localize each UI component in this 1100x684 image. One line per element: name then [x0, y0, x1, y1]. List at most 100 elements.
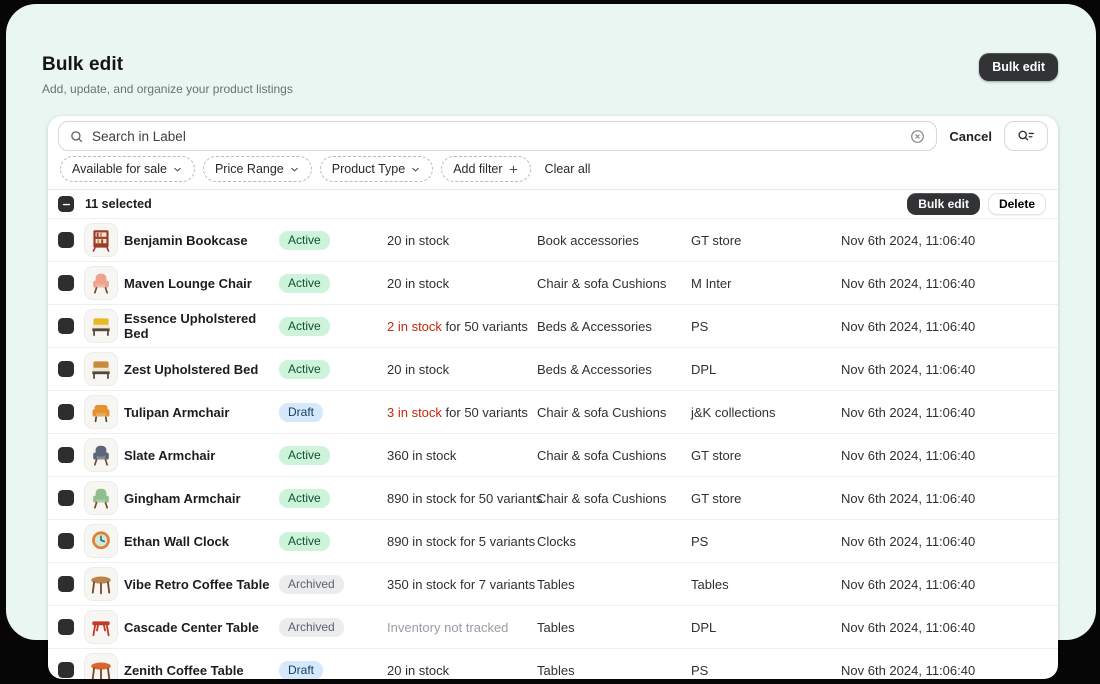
table-row: Cascade Center Table Archived Inventory …	[48, 605, 1058, 648]
stock-cell: 890 in stock for 50 variants	[387, 490, 543, 506]
search-input[interactable]	[92, 128, 902, 144]
select-all-checkbox[interactable]	[58, 196, 74, 212]
delete-selected-button[interactable]: Delete	[987, 193, 1046, 215]
bulk-edit-button[interactable]: Bulk edit	[979, 53, 1058, 81]
search-filter-icon	[1016, 128, 1036, 144]
stock-cell: 20 in stock	[387, 361, 450, 377]
search-filter-button[interactable]	[1004, 121, 1048, 151]
category-cell: Tables	[537, 576, 575, 592]
product-thumbnail	[84, 481, 118, 515]
add-filter-chip[interactable]: Add filter	[441, 156, 531, 182]
category-cell: Beds & Accessories	[537, 318, 652, 334]
vendor-cell: j&K collections	[691, 404, 776, 420]
table-row: Ethan Wall Clock Active 890 in stock for…	[48, 519, 1058, 562]
table-row: Maven Lounge Chair Active 20 in stock Ch…	[48, 261, 1058, 304]
cancel-button[interactable]: Cancel	[949, 128, 992, 144]
selection-header: 11 selected Bulk edit Delete	[48, 189, 1058, 218]
product-table: Benjamin Bookcase Active 20 in stock Boo…	[48, 218, 1058, 679]
table-row: Zest Upholstered Bed Active 20 in stock …	[48, 347, 1058, 390]
status-badge: Active	[279, 230, 330, 250]
product-thumbnail	[84, 266, 118, 300]
status-badge: Active	[279, 359, 330, 379]
search-box[interactable]	[58, 121, 938, 151]
products-card: Cancel Available for sale Price Range Pr…	[48, 116, 1058, 679]
product-name: Benjamin Bookcase	[124, 232, 248, 248]
chevron-down-icon	[410, 164, 421, 175]
filter-chip-available-for-sale[interactable]: Available for sale	[60, 156, 195, 182]
status-badge: Draft	[279, 402, 324, 422]
status-badge: Archived	[279, 617, 344, 637]
page-title: Bulk edit	[42, 54, 124, 75]
vendor-cell: GT store	[691, 232, 742, 248]
product-thumbnail	[84, 309, 118, 343]
updated-cell: Nov 6th 2024, 11:06:40	[841, 404, 976, 420]
status-badge: Active	[279, 445, 330, 465]
category-cell: Tables	[537, 619, 575, 635]
filter-bar: Available for sale Price Range Product T…	[48, 154, 1058, 189]
row-checkbox[interactable]	[58, 490, 74, 506]
table-row: Benjamin Bookcase Active 20 in stock Boo…	[48, 218, 1058, 261]
product-name: Zenith Coffee Table	[124, 662, 244, 678]
row-checkbox[interactable]	[58, 318, 74, 334]
stock-cell: Inventory not tracked	[387, 619, 509, 635]
row-checkbox[interactable]	[58, 361, 74, 377]
category-cell: Beds & Accessories	[537, 361, 652, 377]
row-checkbox[interactable]	[58, 533, 74, 549]
filter-chip-price-range[interactable]: Price Range	[202, 156, 312, 182]
product-name: Maven Lounge Chair	[124, 275, 252, 291]
page-subtitle: Add, update, and organize your product l…	[42, 82, 293, 96]
filter-chip-product-type[interactable]: Product Type	[319, 156, 434, 182]
vendor-cell: PS	[691, 318, 709, 334]
product-name: Slate Armchair	[124, 447, 216, 463]
updated-cell: Nov 6th 2024, 11:06:40	[841, 232, 976, 248]
row-checkbox[interactable]	[58, 232, 74, 248]
product-name: Vibe Retro Coffee Table	[124, 576, 270, 592]
updated-cell: Nov 6th 2024, 11:06:40	[841, 662, 976, 678]
filter-chip-label: Available for sale	[72, 162, 167, 176]
bulk-edit-selected-button[interactable]: Bulk edit	[907, 193, 980, 215]
row-checkbox[interactable]	[58, 275, 74, 291]
table-row: Essence Upholstered Bed Active 2 in stoc…	[48, 304, 1058, 347]
table-row: Zenith Coffee Table Draft 20 in stock Ta…	[48, 648, 1058, 679]
stock-cell: 350 in stock for 7 variants	[387, 576, 536, 592]
vendor-cell: GT store	[691, 490, 742, 506]
product-thumbnail	[84, 524, 118, 558]
row-checkbox[interactable]	[58, 447, 74, 463]
row-checkbox[interactable]	[58, 576, 74, 592]
status-badge: Active	[279, 316, 330, 336]
stock-alert-text: 3 in stock	[387, 404, 442, 420]
product-thumbnail	[84, 352, 118, 386]
row-checkbox[interactable]	[58, 404, 74, 420]
status-badge: Draft	[279, 660, 324, 679]
status-badge: Active	[279, 531, 330, 551]
product-name: Ethan Wall Clock	[124, 533, 229, 549]
category-cell: Chair & sofa Cushions	[537, 447, 667, 463]
page-header: Bulk edit Add, update, and organize your…	[42, 54, 293, 96]
row-checkbox[interactable]	[58, 619, 74, 635]
product-thumbnail	[84, 223, 118, 257]
stock-cell: 20 in stock	[387, 232, 450, 248]
plus-icon	[508, 164, 519, 175]
updated-cell: Nov 6th 2024, 11:06:40	[841, 533, 976, 549]
category-cell: Chair & sofa Cushions	[537, 404, 667, 420]
search-row: Cancel	[48, 116, 1058, 154]
category-cell: Clocks	[537, 533, 577, 549]
stock-alert-text: 2 in stock	[387, 318, 442, 334]
chevron-down-icon	[172, 164, 183, 175]
table-row: Vibe Retro Coffee Table Archived 350 in …	[48, 562, 1058, 605]
product-name: Cascade Center Table	[124, 619, 259, 635]
product-thumbnail	[84, 395, 118, 429]
stock-cell: 20 in stock	[387, 275, 450, 291]
indeterminate-icon	[61, 199, 72, 210]
row-checkbox[interactable]	[58, 662, 74, 678]
product-thumbnail	[84, 567, 118, 601]
clear-search-icon[interactable]	[909, 128, 926, 145]
product-thumbnail	[84, 438, 118, 472]
product-name: Essence Upholstered Bed	[124, 311, 257, 341]
clear-all-filters[interactable]: Clear all	[544, 162, 591, 176]
vendor-cell: DPL	[691, 361, 717, 377]
stock-cell: 20 in stock	[387, 662, 450, 678]
product-thumbnail	[84, 610, 118, 644]
vendor-cell: DPL	[691, 619, 717, 635]
vendor-cell: GT store	[691, 447, 742, 463]
